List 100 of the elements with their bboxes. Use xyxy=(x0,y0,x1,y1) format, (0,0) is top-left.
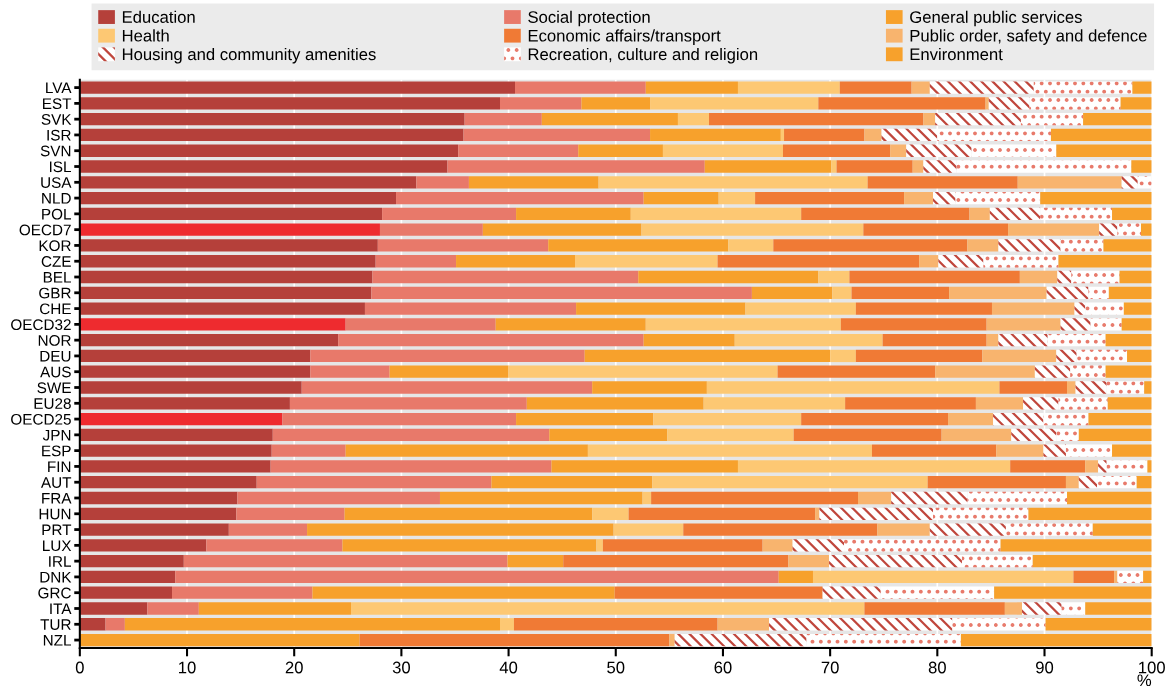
bar xyxy=(516,207,631,221)
bar xyxy=(1108,286,1152,299)
bar xyxy=(79,523,229,536)
y-tick-label: ISL xyxy=(49,161,71,173)
bar xyxy=(105,618,125,631)
bar xyxy=(1067,381,1076,394)
bar xyxy=(855,302,992,315)
bar xyxy=(79,412,283,426)
bar xyxy=(198,602,352,615)
y-tick-label: LVA xyxy=(46,82,72,94)
bar xyxy=(613,523,684,536)
bar xyxy=(1078,428,1152,442)
bar xyxy=(79,491,238,505)
bar xyxy=(1000,539,1152,552)
bar xyxy=(79,286,372,299)
y-tick-label: GBR xyxy=(39,287,71,299)
bar xyxy=(1085,460,1099,473)
bar xyxy=(1070,365,1106,378)
bar xyxy=(1099,223,1118,236)
bar xyxy=(818,97,986,110)
y-tick-label: DEU xyxy=(40,350,71,362)
bar xyxy=(1107,397,1152,410)
bar xyxy=(79,128,464,142)
bar xyxy=(662,144,783,157)
bar xyxy=(988,97,1030,110)
bar xyxy=(734,333,883,347)
x-tick-label: 50 xyxy=(607,661,625,674)
bar xyxy=(79,144,459,157)
bar xyxy=(967,239,999,252)
bar xyxy=(728,239,774,252)
bar xyxy=(551,460,738,473)
bar xyxy=(645,81,738,94)
bar xyxy=(1092,523,1152,536)
bar xyxy=(516,412,654,426)
bar xyxy=(737,460,1011,473)
bar xyxy=(819,507,934,520)
bar xyxy=(941,428,1012,442)
y-tick-label: OECD7 xyxy=(19,224,71,236)
y-tick-label: CHE xyxy=(40,303,71,315)
bar xyxy=(495,318,646,331)
bar xyxy=(849,270,1020,284)
bar xyxy=(491,476,653,489)
bar xyxy=(650,97,819,110)
bar xyxy=(1019,270,1058,284)
bar xyxy=(563,554,789,568)
bar xyxy=(1144,381,1152,394)
legend-label: Environment xyxy=(910,47,1003,61)
bar xyxy=(206,539,343,552)
bar xyxy=(1078,476,1098,489)
bar xyxy=(1056,144,1152,157)
bar xyxy=(933,191,956,205)
bar xyxy=(439,491,643,505)
bar xyxy=(818,270,850,284)
bar xyxy=(855,349,983,363)
x-tick-label: 80 xyxy=(928,661,946,674)
bar xyxy=(602,539,763,552)
bar xyxy=(718,191,756,205)
bar xyxy=(703,397,846,410)
bar xyxy=(1005,523,1093,536)
bar xyxy=(952,618,1046,631)
y-tick-label: PRT xyxy=(42,524,72,536)
bar xyxy=(79,554,184,568)
bar xyxy=(301,381,593,394)
y-tick-label: SWE xyxy=(37,382,71,394)
bar xyxy=(468,176,599,189)
bar xyxy=(792,539,845,552)
bar xyxy=(1033,81,1133,94)
bar xyxy=(717,618,770,631)
bar xyxy=(79,318,346,331)
bar xyxy=(79,428,273,442)
bar xyxy=(596,539,603,552)
y-tick-label: ISR xyxy=(47,129,71,141)
y-tick-label: EU28 xyxy=(34,398,71,409)
bar xyxy=(1132,81,1152,94)
y-tick-label: GRC xyxy=(38,587,71,599)
x-axis-title: % xyxy=(1137,674,1152,687)
bar xyxy=(270,460,552,473)
bar xyxy=(79,476,257,489)
bar xyxy=(755,191,905,205)
bar xyxy=(881,128,938,142)
bar xyxy=(1120,97,1152,110)
y-tick-label: CZE xyxy=(41,256,71,267)
bar xyxy=(79,270,373,284)
bar xyxy=(683,523,878,536)
bar xyxy=(236,507,345,520)
bar xyxy=(79,176,417,189)
bar xyxy=(1085,602,1152,615)
bar xyxy=(923,160,957,173)
x-tick-label: 90 xyxy=(1036,661,1054,674)
x-tick-label: 40 xyxy=(499,661,518,674)
bar xyxy=(175,570,779,584)
bar xyxy=(513,618,718,631)
bar xyxy=(769,618,953,631)
bar xyxy=(79,207,383,221)
bar xyxy=(342,539,597,552)
bar xyxy=(851,286,950,299)
bar xyxy=(784,128,865,142)
y-tick-label: POL xyxy=(42,208,71,220)
bar xyxy=(351,602,865,615)
bar xyxy=(614,586,823,599)
